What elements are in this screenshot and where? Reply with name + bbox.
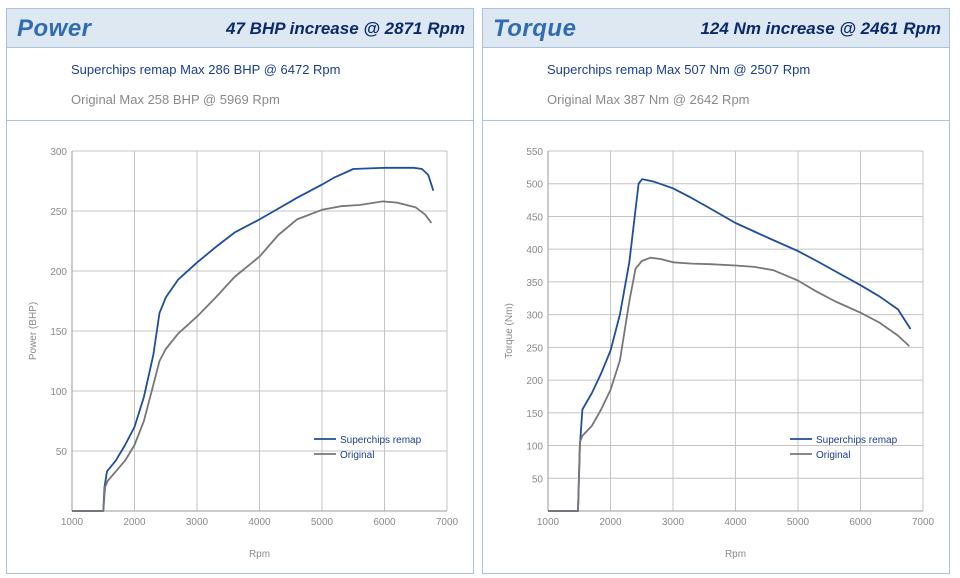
torque-y-tick-label: 200: [526, 376, 543, 387]
torque-y-tick-label: 550: [526, 147, 543, 158]
power-x-tick-label: 4000: [248, 517, 271, 528]
power-series-line-remap: [72, 166, 435, 512]
power-x-tick-label: 2000: [123, 517, 146, 528]
power-x-tick-label: 6000: [373, 517, 396, 528]
torque-x-tick-label: 6000: [849, 517, 872, 528]
power-increase-subtitle: 47 BHP increase @ 2871 Rpm: [226, 19, 465, 38]
torque-x-tick-label: 4000: [724, 517, 747, 528]
power-y-tick-label: 300: [50, 147, 67, 158]
power-y-tick-label: 200: [50, 267, 67, 278]
power-y-tick-label: 250: [50, 207, 67, 218]
torque-increase-subtitle: 124 Nm increase @ 2461 Rpm: [700, 19, 941, 38]
torque-panel: Torque 124 Nm increase @ 2461 Rpm Superc…: [482, 8, 950, 574]
power-y-tick-label: 50: [56, 447, 68, 458]
torque-info-box: Superchips remap Max 507 Nm @ 2507 Rpm O…: [483, 48, 949, 121]
torque-y-tick-label: 350: [526, 278, 543, 289]
torque-title: Torque: [493, 15, 577, 42]
power-x-axis-label: Rpm: [249, 549, 270, 560]
power-x-tick-label: 1000: [61, 517, 84, 528]
power-x-tick-label: 7000: [436, 517, 459, 528]
power-info-box: Superchips remap Max 286 BHP @ 6472 Rpm …: [7, 48, 473, 121]
torque-series-line-remap: [548, 178, 912, 512]
torque-chart: 1000 2000 3000 4000 5000 6000 7000 50 100 150 200 2…: [504, 147, 935, 560]
power-original-max-text: Original Max 258 BHP @ 5969 Rpm: [71, 92, 280, 107]
power-x-tick-label: 3000: [186, 517, 209, 528]
power-x-tick-label: 5000: [311, 517, 334, 528]
torque-remap-max-text: Superchips remap Max 507 Nm @ 2507 Rpm: [547, 62, 811, 77]
power-legend-label: Original: [340, 450, 374, 461]
torque-y-tick-label: 400: [526, 245, 543, 256]
torque-header: Torque 124 Nm increase @ 2461 Rpm: [483, 9, 949, 48]
torque-x-tick-label: 1000: [537, 517, 560, 528]
torque-x-tick-label: 7000: [912, 517, 935, 528]
torque-y-tick-label: 50: [532, 474, 544, 485]
torque-original-max-text: Original Max 387 Nm @ 2642 Rpm: [547, 92, 750, 107]
torque-series-line-original: [548, 256, 910, 512]
torque-y-tick-label: 250: [526, 343, 543, 354]
power-y-axis-label: Power (BHP): [28, 302, 39, 360]
power-y-tick-label: 150: [50, 327, 67, 338]
torque-y-tick-label: 300: [526, 311, 543, 322]
power-series-line-original: [72, 200, 433, 512]
power-legend-label: Superchips remap: [340, 435, 422, 446]
power-panel: Power 47 BHP increase @ 2871 Rpm Superch…: [6, 8, 474, 574]
torque-y-axis-label: Torque (Nm): [504, 303, 515, 359]
torque-x-tick-label: 3000: [662, 517, 685, 528]
torque-y-tick-label: 450: [526, 212, 543, 223]
power-y-tick-label: 100: [50, 387, 67, 398]
torque-legend-label: Original: [816, 450, 850, 461]
power-title: Power: [17, 15, 92, 42]
torque-y-tick-label: 150: [526, 409, 543, 420]
torque-y-tick-label: 500: [526, 180, 543, 191]
torque-x-axis-label: Rpm: [725, 549, 746, 560]
torque-y-tick-label: 100: [526, 442, 543, 453]
torque-legend-label: Superchips remap: [816, 435, 898, 446]
power-chart: 1000 2000 3000 4000 5000 6000 7000 50 100 150 200 2…: [28, 147, 459, 560]
power-header: Power 47 BHP increase @ 2871 Rpm: [7, 9, 473, 48]
torque-x-tick-label: 2000: [599, 517, 622, 528]
torque-x-tick-label: 5000: [787, 517, 810, 528]
power-remap-max-text: Superchips remap Max 286 BHP @ 6472 Rpm: [71, 62, 341, 77]
